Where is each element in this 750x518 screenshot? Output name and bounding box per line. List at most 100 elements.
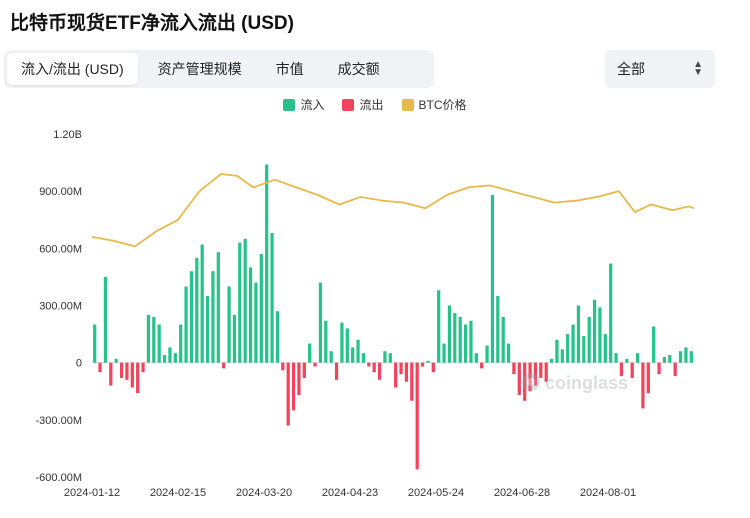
inflow-bar[interactable] bbox=[248, 267, 253, 363]
inflow-bar[interactable] bbox=[678, 351, 683, 363]
inflow-bar[interactable] bbox=[383, 351, 387, 363]
legend-item-outflow[interactable]: 流出 bbox=[342, 96, 384, 113]
inflow-bar[interactable] bbox=[490, 194, 495, 363]
outflow-bar[interactable] bbox=[109, 362, 113, 386]
inflow-bar[interactable] bbox=[582, 335, 586, 363]
outflow-bar[interactable] bbox=[394, 362, 398, 388]
inflow-bar[interactable] bbox=[506, 343, 511, 363]
inflow-bar[interactable] bbox=[340, 322, 344, 363]
outflow-bar[interactable] bbox=[136, 362, 140, 394]
inflow-bar[interactable] bbox=[437, 290, 441, 363]
inflow-bar[interactable] bbox=[592, 299, 597, 363]
outflow-bar[interactable] bbox=[517, 362, 521, 396]
outflow-bar[interactable] bbox=[281, 362, 285, 371]
outflow-bar[interactable] bbox=[619, 362, 624, 377]
inflow-bar[interactable] bbox=[345, 328, 349, 363]
outflow-bar[interactable] bbox=[286, 362, 290, 426]
inflow-bar[interactable] bbox=[114, 358, 118, 363]
inflow-bar[interactable] bbox=[318, 282, 323, 363]
inflow-bar[interactable] bbox=[184, 286, 188, 363]
inflow-bar[interactable] bbox=[609, 263, 613, 363]
etf-filter-select[interactable]: 全部 ▲ ▼ bbox=[605, 50, 715, 88]
inflow-bar[interactable] bbox=[243, 238, 247, 363]
inflow-bar[interactable] bbox=[329, 351, 333, 363]
inflow-bar[interactable] bbox=[93, 324, 97, 363]
inflow-bar[interactable] bbox=[635, 353, 640, 363]
outflow-bar[interactable] bbox=[420, 362, 425, 367]
outflow-bar[interactable] bbox=[130, 362, 134, 388]
tab-market-cap[interactable]: 市值 bbox=[275, 61, 304, 77]
inflow-bar[interactable] bbox=[308, 343, 312, 363]
outflow-bar[interactable] bbox=[657, 362, 661, 375]
tab-flow[interactable]: 流入/流出 (USD) bbox=[7, 53, 138, 85]
outflow-bar[interactable] bbox=[415, 362, 419, 470]
inflow-bar[interactable] bbox=[463, 324, 468, 363]
inflow-bar[interactable] bbox=[173, 353, 177, 363]
outflow-bar[interactable] bbox=[480, 362, 484, 369]
inflow-bar[interactable] bbox=[275, 311, 280, 363]
outflow-bar[interactable] bbox=[313, 362, 317, 367]
outflow-bar[interactable] bbox=[544, 362, 548, 382]
inflow-bar[interactable] bbox=[426, 360, 430, 363]
outflow-bar[interactable] bbox=[641, 362, 645, 409]
inflow-bar[interactable] bbox=[625, 358, 629, 363]
legend-item-inflow[interactable]: 流入 bbox=[283, 96, 324, 113]
tab-aum[interactable]: 资产管理规模 bbox=[157, 61, 242, 77]
tab-volume[interactable]: 成交额 bbox=[337, 61, 380, 77]
outflow-bar[interactable] bbox=[141, 362, 145, 373]
inflow-bar[interactable] bbox=[453, 313, 457, 363]
inflow-bar[interactable] bbox=[684, 347, 688, 363]
inflow-bar[interactable] bbox=[270, 233, 274, 363]
outflow-bar[interactable] bbox=[119, 362, 124, 378]
inflow-bar[interactable] bbox=[603, 334, 607, 363]
outflow-bar[interactable] bbox=[528, 362, 532, 392]
inflow-bar[interactable] bbox=[555, 339, 559, 363]
inflow-bar[interactable] bbox=[442, 343, 446, 363]
inflow-bar[interactable] bbox=[189, 271, 194, 363]
inflow-bar[interactable] bbox=[485, 345, 489, 363]
inflow-bar[interactable] bbox=[469, 320, 473, 363]
outflow-bar[interactable] bbox=[399, 362, 403, 375]
inflow-bar[interactable] bbox=[259, 254, 263, 363]
outflow-bar[interactable] bbox=[372, 362, 376, 373]
inflow-bar[interactable] bbox=[560, 349, 564, 363]
inflow-bar[interactable] bbox=[571, 324, 575, 363]
inflow-bar[interactable] bbox=[587, 316, 591, 363]
inflow-bar[interactable] bbox=[598, 307, 602, 363]
outflow-bar[interactable] bbox=[125, 362, 129, 380]
inflow-bar[interactable] bbox=[549, 358, 554, 363]
inflow-bar[interactable] bbox=[103, 276, 108, 363]
outflow-bar[interactable] bbox=[630, 362, 634, 378]
inflow-bar[interactable] bbox=[152, 316, 156, 363]
inflow-bar[interactable] bbox=[356, 339, 360, 363]
inflow-bar[interactable] bbox=[205, 295, 210, 363]
inflow-bar[interactable] bbox=[216, 252, 220, 363]
inflow-bar[interactable] bbox=[388, 353, 392, 363]
inflow-bar[interactable] bbox=[652, 326, 656, 363]
outflow-bar[interactable] bbox=[539, 362, 543, 378]
outflow-bar[interactable] bbox=[523, 362, 527, 401]
inflow-bar[interactable] bbox=[576, 305, 581, 363]
outflow-bar[interactable] bbox=[431, 362, 435, 373]
inflow-bar[interactable] bbox=[689, 351, 693, 363]
inflow-bar[interactable] bbox=[254, 282, 258, 363]
inflow-bar[interactable] bbox=[351, 347, 355, 363]
inflow-bar[interactable] bbox=[179, 324, 183, 363]
inflow-bar[interactable] bbox=[157, 324, 161, 363]
inflow-bar[interactable] bbox=[496, 295, 500, 363]
inflow-bar[interactable] bbox=[501, 316, 505, 363]
outflow-bar[interactable] bbox=[377, 362, 382, 380]
inflow-bar[interactable] bbox=[566, 334, 570, 363]
inflow-bar[interactable] bbox=[146, 315, 151, 363]
outflow-bar[interactable] bbox=[512, 362, 516, 375]
inflow-bar[interactable] bbox=[211, 271, 215, 363]
inflow-bar[interactable] bbox=[162, 355, 167, 363]
inflow-bar[interactable] bbox=[668, 355, 672, 363]
inflow-bar[interactable] bbox=[361, 353, 366, 363]
outflow-bar[interactable] bbox=[334, 362, 339, 380]
inflow-bar[interactable] bbox=[447, 305, 452, 363]
inflow-bar[interactable] bbox=[200, 244, 204, 363]
inflow-bar[interactable] bbox=[458, 316, 462, 363]
outflow-bar[interactable] bbox=[410, 362, 414, 401]
inflow-bar[interactable] bbox=[195, 257, 199, 363]
